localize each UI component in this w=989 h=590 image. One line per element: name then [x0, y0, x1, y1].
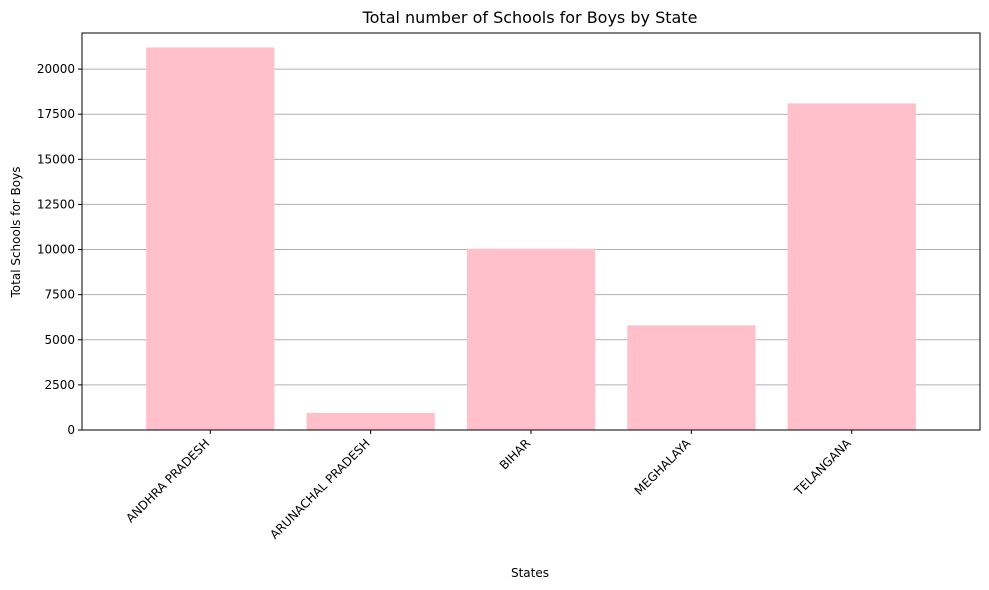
bar: ANDHRA PRADESH: 21200: [146, 47, 275, 430]
y-tick-label: 5000: [44, 333, 75, 347]
chart-title: Total number of Schools for Boys by Stat…: [362, 8, 698, 27]
plot-frame: [81, 32, 981, 431]
x-tick-label: BIHAR: [497, 436, 533, 472]
bar: BIHAR: 10050: [466, 248, 596, 430]
y-tick-label: 2500: [44, 378, 75, 392]
y-tick-label: 15000: [37, 152, 75, 166]
y-tick-label: 10000: [37, 243, 75, 257]
x-tick-label: ARUNACHAL PRADESH: [267, 436, 372, 541]
y-tick-label: 12500: [37, 197, 75, 211]
y-tick-label: 0: [67, 423, 75, 437]
bar: TELANGANA: 18100: [787, 103, 916, 431]
x-tick-label: ANDHRA PRADESH: [123, 436, 212, 525]
x-tick-label: MEGHALAYA: [632, 436, 694, 498]
x-tick-label: TELANGANA: [791, 436, 854, 499]
y-tick-label: 17500: [37, 107, 75, 121]
y-axis-label: Total Schools for Boys: [9, 167, 23, 299]
bar: MEGHALAYA: 5800: [627, 325, 756, 430]
y-tick-label: 7500: [44, 288, 75, 302]
bars: ANDHRA PRADESH: 21200 ARUNACHAL PRADESH: …: [146, 47, 916, 431]
x-axis-ticks: ANDHRA PRADESH ARUNACHAL PRADESH BIHAR MEGH…: [123, 430, 854, 542]
x-axis-label: States: [511, 566, 549, 580]
y-axis-ticks: 0 2500 5000 7500 10000 12500 15000 17500 20000: [37, 62, 82, 437]
bar: ARUNACHAL PRADESH: 950: [306, 412, 435, 430]
y-tick-label: 20000: [37, 62, 75, 76]
